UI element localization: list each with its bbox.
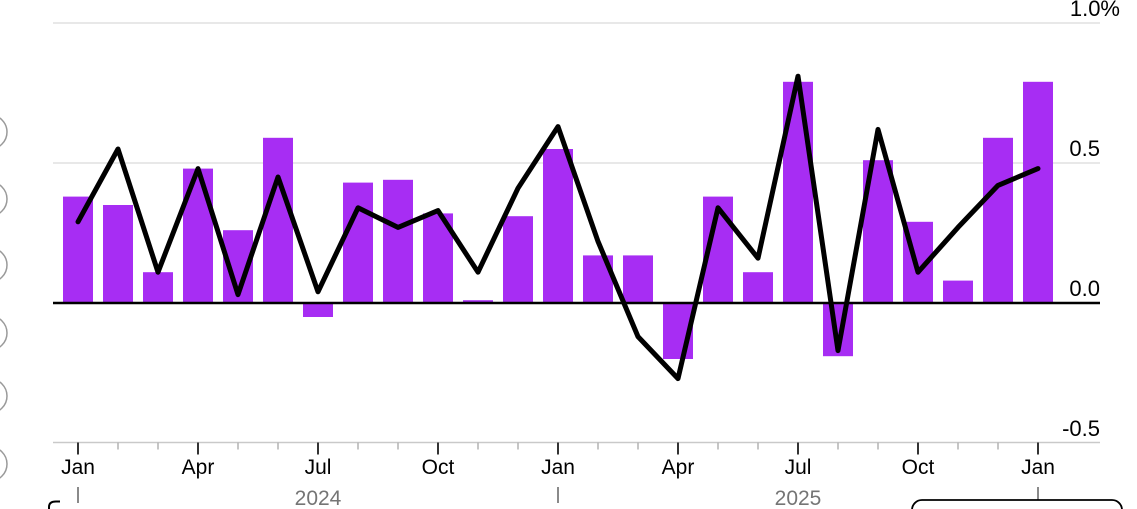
bar[interactable] [343, 182, 373, 303]
x-axis-month-label: Apr [182, 456, 215, 479]
bar[interactable] [463, 300, 493, 303]
bar[interactable] [623, 255, 653, 303]
left-edge-button-circle[interactable] [0, 182, 8, 216]
cutoff-tooltip-box [911, 499, 1123, 509]
bar[interactable] [503, 216, 533, 303]
left-edge-button-circle[interactable] [0, 379, 8, 413]
left-edge-button-circle[interactable] [0, 248, 8, 282]
y-axis-label: 0.0 [1069, 276, 1100, 301]
left-edge-button-circle[interactable] [0, 316, 8, 350]
cutoff-corner-mark [48, 500, 60, 509]
x-axis-month-label: Jan [61, 456, 95, 479]
bar[interactable] [1023, 81, 1053, 303]
bar[interactable] [63, 196, 93, 303]
x-axis-month-label: Apr [662, 456, 695, 479]
bar[interactable] [543, 149, 573, 303]
bar[interactable] [143, 272, 173, 303]
y-axis-label: 1.0% [1070, 0, 1120, 21]
x-axis-month-label: Oct [902, 456, 935, 479]
bar[interactable] [943, 280, 973, 303]
left-edge-button-circle[interactable] [0, 115, 8, 149]
bar[interactable] [103, 205, 133, 303]
x-axis-year-label: 2024 [295, 487, 342, 509]
x-axis-month-label: Jul [785, 456, 812, 479]
bar[interactable] [983, 137, 1013, 303]
trend-line [75, 73, 1041, 382]
bar[interactable] [183, 168, 213, 303]
x-axis-year-label: 2025 [775, 487, 822, 509]
x-axis-month-label: Jul [305, 456, 332, 479]
x-axis-month-label: Jan [541, 456, 575, 479]
left-edge-button-circle[interactable] [0, 447, 8, 481]
x-axis-month-label: Jan [1021, 456, 1055, 479]
bar[interactable] [383, 179, 413, 303]
bar[interactable] [743, 272, 773, 303]
bar[interactable] [303, 303, 333, 317]
y-axis-label: -0.5 [1062, 416, 1100, 441]
x-axis-month-label: Oct [422, 456, 455, 479]
bar[interactable] [263, 137, 293, 303]
y-axis-label: 0.5 [1069, 136, 1100, 161]
